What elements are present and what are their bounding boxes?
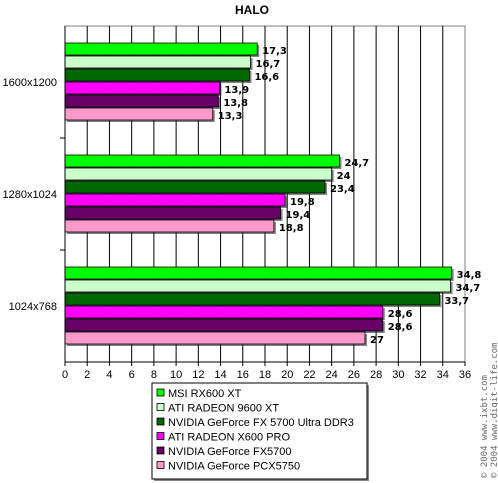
- watermark-line-1: © 2004 www.ixbt.com: [480, 375, 490, 478]
- category-label-1600x1200: 1600x1200: [3, 77, 57, 89]
- x-axis: 0 2 4 6 8 10 12 14 16 18 20 22 24 26 28 30 32 34 36: [62, 26, 471, 381]
- bar-1280x1024-ati-radeon-x600-pro: [64, 193, 286, 207]
- bar-1280x1024-nvidia-geforce-pcx5750: [64, 219, 275, 233]
- value-label: 28,6: [388, 322, 413, 333]
- watermark-line-2: © 2004 www.digit-life.com: [490, 343, 498, 478]
- x-tick-label: 14: [214, 369, 226, 381]
- x-tick-label: 16: [237, 369, 249, 381]
- value-label: 33,7: [444, 296, 469, 307]
- bar-1600x1200-nvidia-geforce-fx-5700-ultra-ddr3: [64, 68, 250, 82]
- value-label: 23,4: [330, 184, 355, 195]
- x-tick-label: 12: [192, 369, 204, 381]
- bars: [64, 42, 454, 346]
- legend-label-ati-radeon-x600-pro: ATI RADEON X600 PRO: [168, 432, 290, 444]
- bar-1280x1024-nvidia-geforce-fx5700: [64, 206, 281, 220]
- bar-1024x768-nvidia-geforce-pcx5750: [64, 331, 366, 345]
- bar-1600x1200-nvidia-geforce-fx5700: [64, 94, 219, 108]
- value-label: 27: [370, 335, 384, 346]
- bar-1280x1024-nvidia-geforce-fx-5700-ultra-ddr3: [64, 180, 326, 194]
- x-tick-label: 22: [303, 369, 315, 381]
- value-label: 18,8: [279, 223, 304, 234]
- x-tick-label: 10: [170, 369, 182, 381]
- x-tick-label: 4: [106, 369, 112, 381]
- legend-swatch-nvidia-geforce-fx-5700-ultra-ddr3: [156, 417, 165, 426]
- bar-1600x1200-ati-radeon-9600-xt: [64, 55, 251, 69]
- x-tick-label: 32: [414, 369, 426, 381]
- chart-title: HALO: [235, 3, 269, 17]
- bar-1600x1200-msi-rx600-xt: [64, 42, 258, 56]
- x-tick-label: 34: [437, 369, 449, 381]
- legend-label-msi-rx600-xt: MSI RX600 XT: [168, 388, 242, 400]
- bar-1280x1024-msi-rx600-xt: [64, 154, 340, 168]
- legend-swatch-ati-radeon-x600-pro: [156, 432, 165, 440]
- x-tick-label: 20: [281, 369, 293, 381]
- x-tick-label: 6: [129, 369, 135, 381]
- value-label: 24: [337, 171, 351, 182]
- x-tick-label: 18: [259, 369, 271, 381]
- bar-1280x1024-ati-radeon-9600-xt: [64, 167, 333, 181]
- value-label: 24,7: [344, 158, 369, 169]
- legend-label-nvidia-geforce-fx5700: NVIDIA GeForce FX5700: [168, 446, 292, 458]
- value-label: 13,9: [224, 85, 249, 96]
- x-tick-label: 36: [459, 369, 471, 381]
- x-tick-label: 2: [84, 369, 90, 381]
- legend: MSI RX600 XT ATI RADEON 9600 XT NVIDIA GeF…: [151, 382, 369, 481]
- legend-swatch-ati-radeon-9600-xt: [156, 403, 165, 411]
- bar-1024x768-nvidia-geforce-fx5700: [64, 318, 384, 332]
- value-label: 13,8: [223, 98, 248, 109]
- legend-swatch-msi-rx600-xt: [156, 388, 165, 397]
- category-label-1280x1024: 1280x1024: [3, 189, 57, 201]
- legend-swatch-nvidia-geforce-pcx5750: [156, 461, 165, 469]
- bar-1024x768-nvidia-geforce-fx-5700-ultra-ddr3: [64, 292, 440, 306]
- x-tick-label: 8: [151, 369, 157, 381]
- legend-box: [151, 382, 368, 480]
- value-label: 28,6: [388, 309, 413, 320]
- x-tick-label: 24: [326, 369, 338, 381]
- category-label-1024x768: 1024x768: [9, 301, 57, 313]
- bar-1024x768-msi-rx600-xt: [64, 266, 453, 280]
- legend-swatch-nvidia-geforce-fx5700: [156, 446, 165, 455]
- bar-1600x1200-ati-radeon-x600-pro: [64, 81, 220, 95]
- value-label: 17,3: [262, 46, 287, 57]
- watermark: © 2004 www.ixbt.com © 2004 www.digit-lif…: [480, 343, 498, 478]
- value-label: 19,8: [290, 197, 315, 208]
- x-tick-label: 26: [348, 369, 360, 381]
- value-label: 34,7: [456, 283, 481, 294]
- bar-1024x768-ati-radeon-x600-pro: [64, 305, 384, 319]
- value-label: 19,4: [286, 210, 311, 221]
- value-labels: 17,3 16,7 16,6 13,9 13,8 13,3 24,7 24 23,4 19,8 19…: [218, 46, 482, 346]
- legend-label-ati-radeon-9600-xt: ATI RADEON 9600 XT: [168, 403, 279, 415]
- bar-1600x1200-nvidia-geforce-pcx5750: [64, 107, 214, 121]
- value-label: 16,7: [256, 59, 281, 70]
- x-tick-label: 0: [62, 369, 68, 381]
- value-label: 16,6: [254, 72, 279, 83]
- value-label: 34,8: [457, 270, 482, 281]
- legend-label-nvidia-geforce-pcx5750: NVIDIA GeForce PCX5750: [168, 461, 300, 473]
- legend-label-nvidia-geforce-fx-5700-ultra-ddr3: NVIDIA GeForce FX 5700 Ultra DDR3: [168, 417, 354, 429]
- value-label: 13,3: [218, 111, 243, 122]
- x-tick-label: 28: [370, 369, 382, 381]
- category-labels: 1600x1200 1280x1024 1024x768: [3, 77, 57, 313]
- bar-1024x768-ati-radeon-9600-xt: [64, 279, 451, 293]
- x-tick-label: 30: [392, 369, 404, 381]
